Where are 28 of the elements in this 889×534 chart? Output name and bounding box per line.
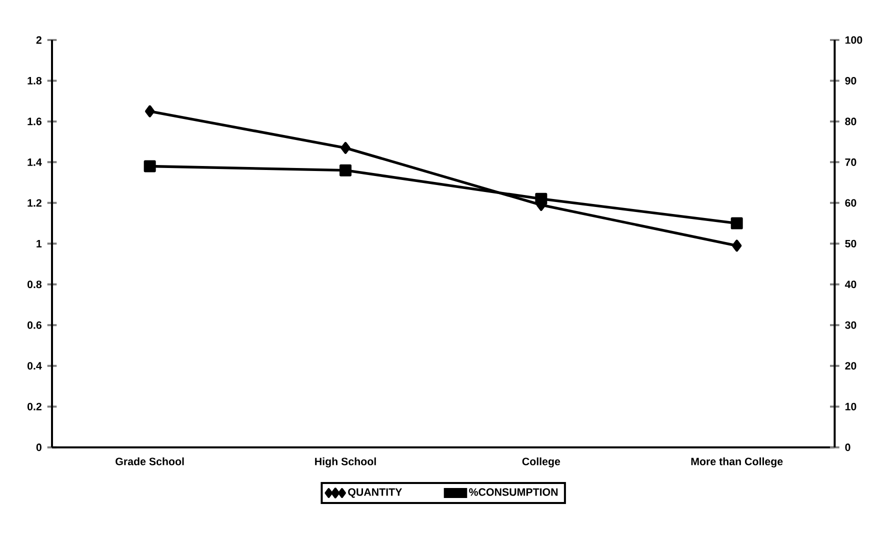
y-tick-label: 1.4	[28, 158, 42, 166]
y-tick-label: 0.4	[27, 362, 42, 370]
y2-tick-label: 40	[844, 280, 856, 288]
x-tick-label: College	[522, 457, 560, 468]
x-tick-label: More than College	[691, 457, 783, 468]
y-tick-label: 1.8	[28, 76, 42, 84]
x-tick-label: High School	[315, 457, 376, 468]
y2-tick-label: 70	[845, 158, 856, 166]
y-tick-label: 1.6	[28, 118, 42, 126]
y2-tick-label: 60	[845, 199, 856, 207]
y2-tick-label: 100	[845, 36, 862, 44]
y2-tick-label: 50	[845, 240, 856, 248]
y2-tick-label: 30	[845, 321, 856, 329]
legend-label: %CONSUMPTION	[469, 488, 558, 496]
y-tick-label: 2	[36, 36, 42, 44]
y2-tick-label: 80	[845, 118, 856, 126]
y2-tick-label: 10	[845, 402, 856, 410]
y-tick-label: 1.2	[28, 199, 42, 207]
y-tick-label: 0.2	[27, 402, 42, 410]
y2-tick-label: 20	[845, 362, 856, 370]
y-tick-label: 0	[36, 444, 42, 452]
x-tick-label: Grade School	[116, 457, 184, 466]
legend-label: QUANTITY	[348, 488, 402, 498]
y-tick-label: 0.8	[27, 280, 42, 288]
y-tick-label: 0.6	[27, 321, 42, 329]
y2-tick-label: 0	[845, 444, 850, 452]
y2-tick-label: 90	[845, 76, 856, 84]
y-tick-label: 1	[36, 240, 42, 248]
